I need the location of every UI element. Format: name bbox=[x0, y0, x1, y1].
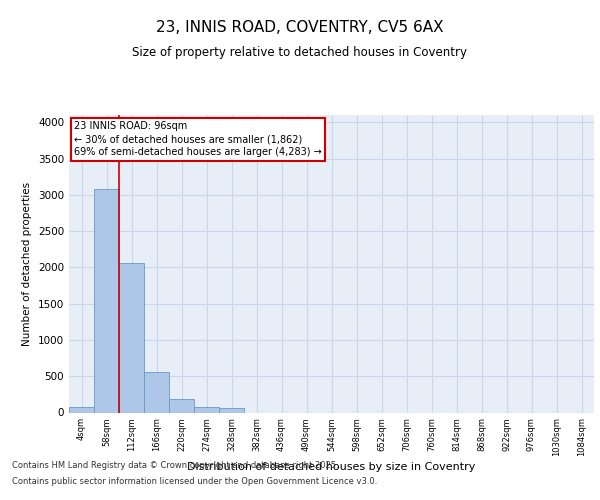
Bar bbox=[169, 399, 194, 412]
Text: Contains public sector information licensed under the Open Government Licence v3: Contains public sector information licen… bbox=[12, 476, 377, 486]
Bar bbox=[94, 189, 119, 412]
Text: 23, INNIS ROAD, COVENTRY, CV5 6AX: 23, INNIS ROAD, COVENTRY, CV5 6AX bbox=[156, 20, 444, 35]
Y-axis label: Number of detached properties: Number of detached properties bbox=[22, 182, 32, 346]
Bar bbox=[144, 372, 169, 412]
Text: Size of property relative to detached houses in Coventry: Size of property relative to detached ho… bbox=[133, 46, 467, 59]
X-axis label: Distribution of detached houses by size in Coventry: Distribution of detached houses by size … bbox=[187, 462, 476, 472]
Text: Contains HM Land Registry data © Crown copyright and database right 2025.: Contains HM Land Registry data © Crown c… bbox=[12, 462, 338, 470]
Bar bbox=[194, 406, 219, 412]
Bar bbox=[219, 408, 244, 412]
Bar bbox=[119, 263, 144, 412]
Text: 23 INNIS ROAD: 96sqm
← 30% of detached houses are smaller (1,862)
69% of semi-de: 23 INNIS ROAD: 96sqm ← 30% of detached h… bbox=[74, 121, 322, 158]
Bar bbox=[69, 406, 94, 412]
